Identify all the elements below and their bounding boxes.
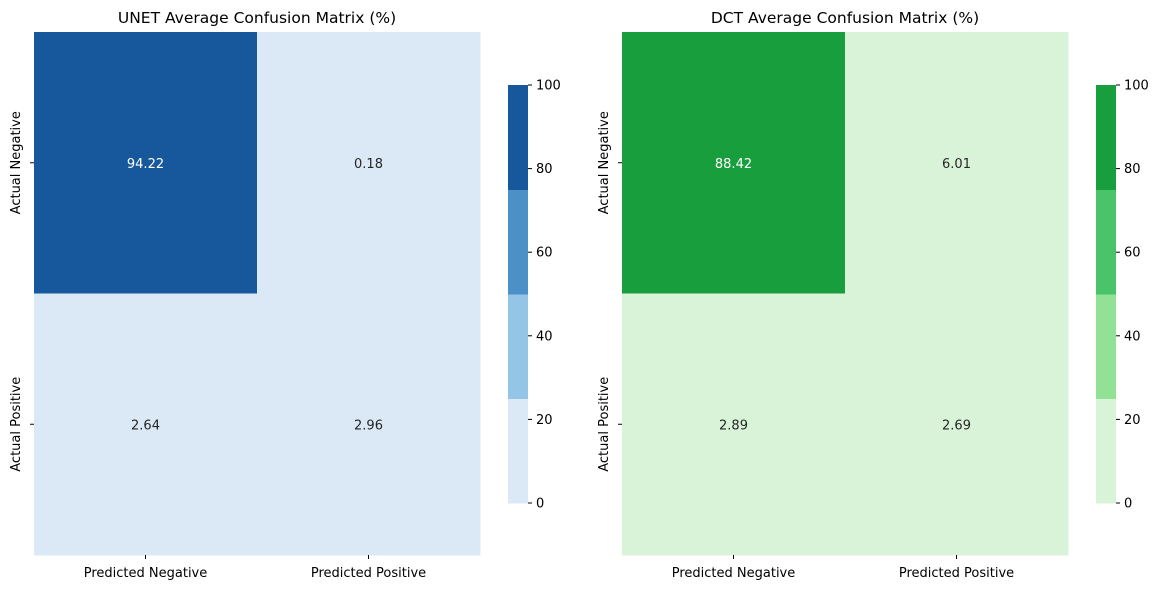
unet-cell-r1-c1 (257, 293, 481, 556)
unet-cell-r1-c0 (34, 293, 258, 556)
unet-colorbar-segment-2 (508, 189, 528, 295)
dct-colorbar-tick-label-4: 80 (1124, 162, 1141, 177)
unet-colorbar-segment-0 (508, 398, 528, 504)
dct-colorbar-segment-1 (1096, 294, 1116, 399)
unet-colorbar-tick-label-1: 20 (536, 413, 553, 428)
dct-value-label-r0-c1: 6.01 (942, 157, 971, 172)
unet-colorbar-segment-3 (508, 85, 528, 190)
dct-x-tick-label-0: Predicted Negative (672, 566, 796, 581)
dct-cell-r0-c1 (845, 32, 1069, 294)
unet-value-label-r1-c0: 2.64 (131, 418, 160, 433)
dct-cell-r1-c1 (845, 293, 1069, 556)
dct-colorbar-segment-2 (1096, 189, 1116, 295)
unet-colorbar-tick-label-3: 60 (536, 246, 553, 261)
unet-value-label-r0-c0: 94.22 (127, 157, 164, 172)
dct-colorbar-segment-3 (1096, 85, 1116, 190)
unet-chart-title: UNET Average Confusion Matrix (%) (118, 9, 396, 27)
unet-colorbar-tick-label-5: 100 (536, 79, 561, 94)
dct-y-tick-label-0: Actual Negative (597, 111, 612, 214)
unet-x-tick-label-1: Predicted Positive (311, 566, 426, 581)
dct-x-tick-label-1: Predicted Positive (899, 566, 1014, 581)
dct-heatmap-panel: DCT Average Confusion Matrix (%) 88.42 6.0… (597, 9, 1149, 581)
dct-colorbar-segment-0 (1096, 398, 1116, 504)
dct-colorbar-tick-label-3: 60 (1124, 246, 1141, 261)
dct-y-tick-label-1: Actual Positive (597, 377, 612, 472)
dct-value-label-r1-c0: 2.89 (719, 418, 748, 433)
dct-chart-title: DCT Average Confusion Matrix (%) (711, 9, 979, 27)
unet-value-label-r0-c1: 0.18 (354, 157, 383, 172)
dct-colorbar-tick-label-1: 20 (1124, 413, 1141, 428)
dct-colorbar-tick-label-0: 0 (1124, 497, 1132, 512)
unet-y-tick-label-1: Actual Positive (9, 377, 24, 472)
dct-colorbar-tick-label-2: 40 (1124, 329, 1141, 344)
unet-colorbar-tick-label-4: 80 (536, 162, 553, 177)
unet-heatmap-panel: UNET Average Confusion Matrix (%) 94.22 0.… (9, 9, 561, 581)
unet-cell-r0-c1 (257, 32, 481, 294)
unet-x-tick-label-0: Predicted Negative (84, 566, 208, 581)
unet-colorbar-tick-label-0: 0 (536, 497, 544, 512)
unet-y-tick-label-0: Actual Negative (9, 111, 24, 214)
unet-colorbar-segment-1 (508, 294, 528, 399)
dct-value-label-r1-c1: 2.69 (942, 418, 971, 433)
dct-colorbar-tick-label-5: 100 (1124, 79, 1149, 94)
dct-cell-r1-c0 (622, 293, 846, 556)
dct-cell-r0-c0 (622, 32, 846, 294)
unet-value-label-r1-c1: 2.96 (354, 418, 383, 433)
unet-cell-r0-c0 (34, 32, 258, 294)
unet-colorbar-tick-label-2: 40 (536, 329, 553, 344)
dct-value-label-r0-c0: 88.42 (715, 157, 752, 172)
